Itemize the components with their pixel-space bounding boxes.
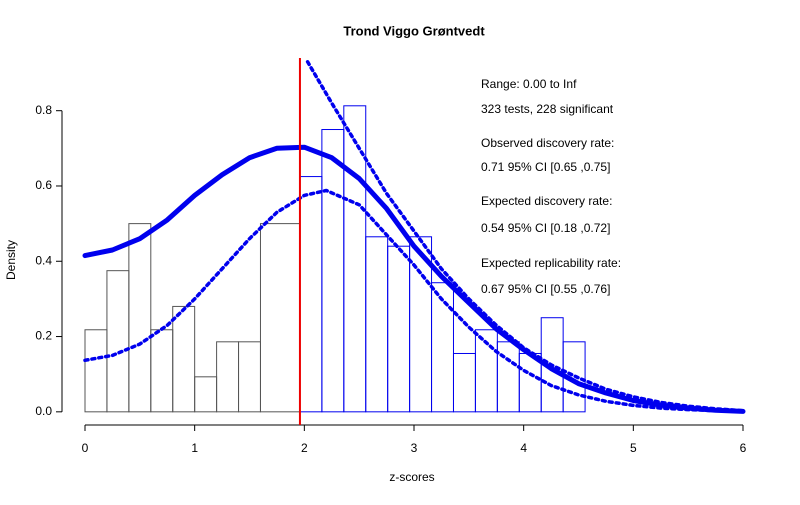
histogram-bar bbox=[365, 236, 389, 413]
density-curve bbox=[82, 144, 746, 414]
histogram-bar bbox=[431, 282, 454, 413]
histogram-bar bbox=[128, 223, 152, 413]
histogram-bar bbox=[259, 223, 301, 413]
annotation: Expected discovery rate: bbox=[481, 194, 612, 208]
x-tick-label: 6 bbox=[740, 441, 747, 455]
y-axis-label: Density bbox=[4, 240, 18, 280]
y-tick-label: 0.8 bbox=[35, 103, 52, 117]
x-tick-label: 0 bbox=[82, 441, 89, 455]
histogram-bar bbox=[172, 305, 196, 413]
x-tick-label: 3 bbox=[411, 441, 418, 455]
x-tick-label: 5 bbox=[630, 441, 637, 455]
histogram-bar bbox=[106, 270, 130, 413]
annotation: 0.67 95% CI [0.55 ,0.76] bbox=[481, 282, 610, 296]
histogram-bar bbox=[84, 329, 108, 413]
y-tick-label: 0.6 bbox=[35, 178, 52, 192]
y-tick-label: 0.0 bbox=[35, 404, 52, 418]
x-tick-label: 2 bbox=[301, 441, 308, 455]
histogram-bar bbox=[452, 352, 476, 413]
histogram-bar bbox=[299, 176, 323, 413]
annotation: Observed discovery rate: bbox=[481, 136, 614, 150]
histogram-bar bbox=[150, 329, 174, 413]
ci-curve bbox=[305, 60, 745, 413]
histogram-bar bbox=[216, 341, 240, 413]
annotation: Expected replicability rate: bbox=[481, 256, 621, 270]
histogram-bar bbox=[238, 341, 261, 413]
histogram-bar bbox=[387, 245, 411, 413]
histogram-bar bbox=[321, 129, 345, 413]
histogram-bar bbox=[194, 376, 218, 413]
ci-curve bbox=[83, 188, 745, 414]
histogram-bar bbox=[496, 341, 520, 413]
y-tick-label: 0.2 bbox=[35, 329, 52, 343]
x-tick-label: 1 bbox=[191, 441, 198, 455]
chart-title: Trond Viggo Grøntvedt bbox=[343, 23, 485, 38]
x-tick-label: 4 bbox=[520, 441, 527, 455]
y-tick-label: 0.4 bbox=[35, 253, 52, 267]
annotation: 323 tests, 228 significant bbox=[481, 102, 614, 116]
annotation: Range: 0.00 to Inf bbox=[481, 77, 577, 91]
x-axis-label: z-scores bbox=[389, 470, 434, 484]
annotation: 0.71 95% CI [0.65 ,0.75] bbox=[481, 160, 610, 174]
annotation: 0.54 95% CI [0.18 ,0.72] bbox=[481, 221, 610, 235]
